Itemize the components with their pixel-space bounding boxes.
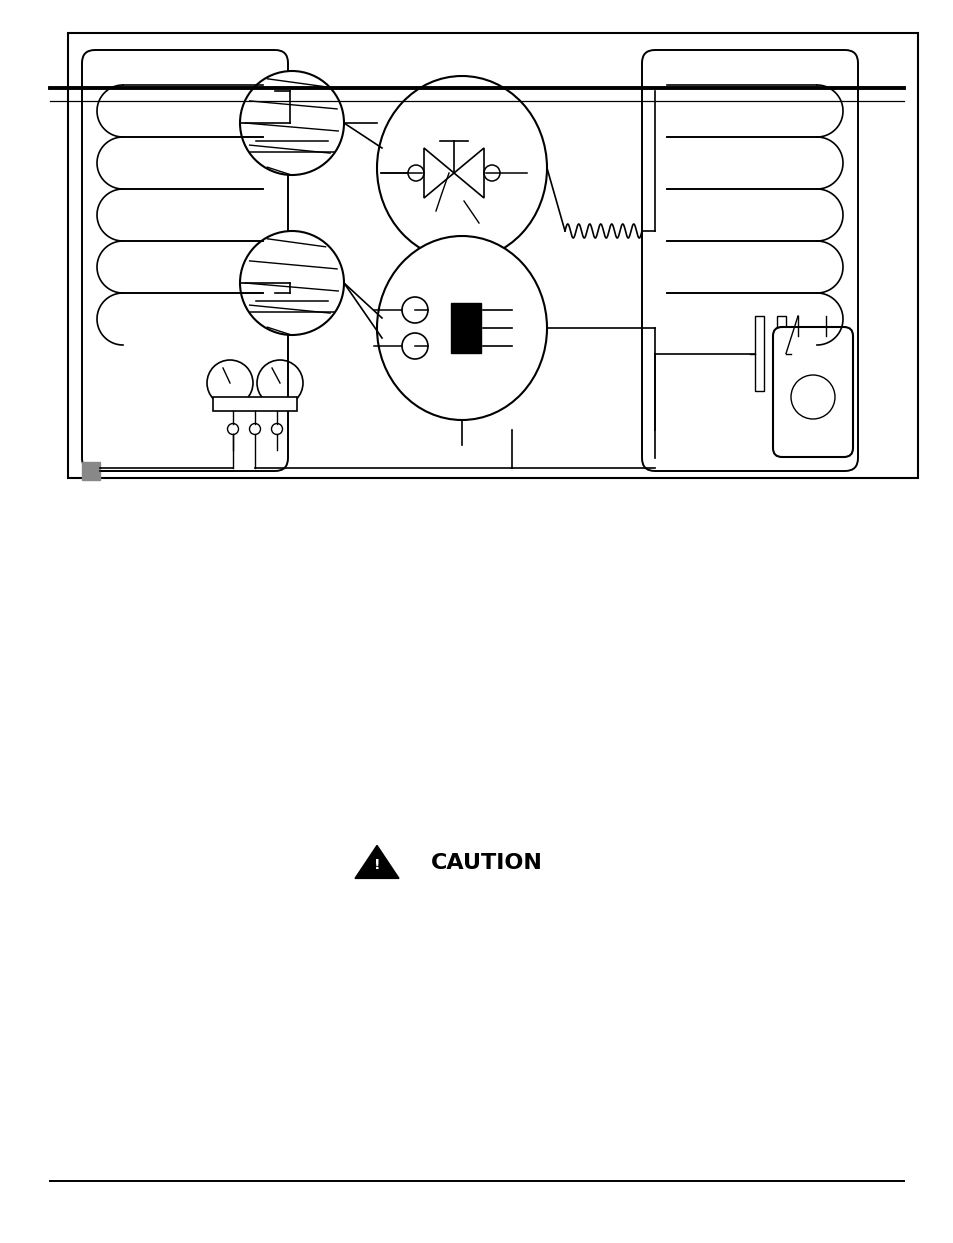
FancyBboxPatch shape [772,327,852,457]
Bar [451,303,480,353]
Circle shape [240,231,344,336]
Bar [754,316,763,392]
FancyBboxPatch shape [82,50,288,471]
Ellipse shape [376,236,546,420]
FancyBboxPatch shape [641,50,857,471]
Bar [82,462,100,480]
Text: !: ! [374,858,380,873]
Bar [68,34,917,479]
Circle shape [240,71,344,175]
Ellipse shape [376,76,546,260]
Polygon shape [355,845,398,879]
Bar [776,316,785,392]
Bar [213,397,296,411]
Text: CAUTION: CAUTION [431,853,542,873]
